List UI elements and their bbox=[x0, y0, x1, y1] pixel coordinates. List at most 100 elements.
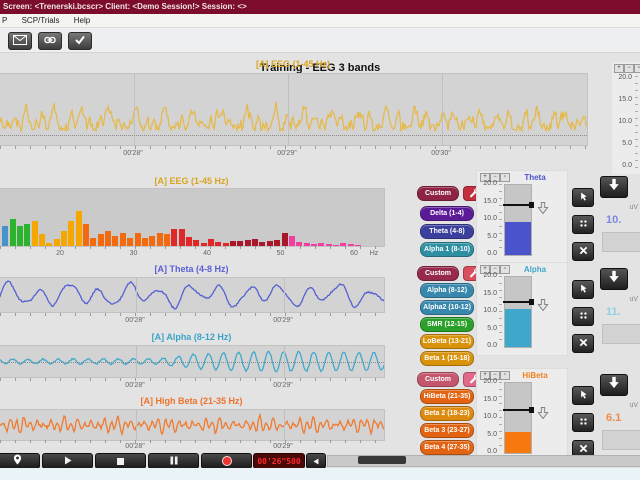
meter-scale-label: 10.0 bbox=[618, 118, 632, 125]
timeline-scrollbar[interactable] bbox=[327, 455, 640, 467]
scale-down-button[interactable]: − bbox=[490, 265, 500, 274]
chart-alpha-title: [A] Alpha (8-12 Hz) bbox=[151, 332, 232, 342]
spectrum-bar bbox=[171, 229, 178, 246]
threshold-handle[interactable] bbox=[529, 298, 534, 305]
link-session-button[interactable] bbox=[38, 32, 62, 50]
scale-up-button[interactable]: + bbox=[480, 173, 490, 182]
threshold-handle[interactable] bbox=[529, 406, 534, 413]
record-button[interactable] bbox=[201, 453, 252, 469]
band-button[interactable]: Beta 1 (15-18) bbox=[420, 351, 474, 366]
threshold-direction-button[interactable] bbox=[600, 176, 628, 198]
scale-down-button[interactable]: − bbox=[624, 64, 634, 73]
band-button[interactable]: LoBeta (13-21) bbox=[420, 334, 474, 349]
auto-threshold-button[interactable] bbox=[572, 215, 594, 234]
spectrum-bar bbox=[266, 241, 273, 246]
band-button[interactable]: Delta (1-4) bbox=[420, 206, 474, 221]
stop-button[interactable] bbox=[95, 453, 146, 469]
scale-up-button[interactable]: + bbox=[480, 265, 490, 274]
scale-up-button[interactable]: + bbox=[480, 371, 490, 380]
eeg-line-waveform bbox=[0, 101, 587, 134]
spectrum-bar bbox=[127, 238, 134, 246]
x-icon bbox=[578, 441, 589, 459]
spectrum-bar bbox=[340, 243, 347, 246]
threshold-line[interactable] bbox=[503, 298, 534, 305]
pause-button[interactable] bbox=[148, 453, 199, 469]
band-value-readout: 10. bbox=[606, 214, 622, 226]
band-button[interactable]: Alpha2 (10-12) bbox=[420, 300, 474, 315]
spectrum-bar bbox=[141, 238, 148, 246]
custom-band-button[interactable]: Custom bbox=[417, 266, 459, 281]
threshold-direction-button[interactable] bbox=[600, 374, 628, 396]
auto-threshold-button[interactable] bbox=[572, 413, 594, 432]
manual-threshold-button[interactable] bbox=[572, 386, 594, 405]
spectrum-bar bbox=[178, 229, 185, 246]
threshold-line[interactable] bbox=[503, 406, 534, 413]
meter-scale-label: 15.0 bbox=[483, 197, 497, 205]
spectrum-bar bbox=[9, 219, 16, 246]
meter-tick-marks bbox=[499, 184, 502, 254]
meter-scale-label: 5.0 bbox=[487, 232, 497, 240]
stop-icon bbox=[117, 457, 124, 465]
scale-auto-button[interactable]: ▫ bbox=[500, 371, 510, 380]
scale-down-button[interactable]: − bbox=[490, 371, 500, 380]
chart-highbeta-title: [A] High Beta (21-35 Hz) bbox=[140, 396, 243, 406]
scale-auto-button[interactable]: ▫ bbox=[634, 64, 640, 73]
meter-fill bbox=[505, 221, 531, 255]
meter-fill bbox=[505, 308, 531, 347]
band-button[interactable]: Beta 4 (27-35) bbox=[420, 440, 474, 455]
threshold-line[interactable] bbox=[503, 201, 534, 208]
band-button[interactable]: Alpha (8-12) bbox=[420, 283, 474, 298]
spectrum-bar bbox=[83, 224, 90, 246]
spectrum-bar bbox=[68, 221, 75, 246]
spectrum-bar bbox=[303, 243, 310, 246]
open-screen-button[interactable] bbox=[8, 32, 32, 50]
manual-threshold-button[interactable] bbox=[572, 188, 594, 207]
wrench-icon bbox=[468, 371, 479, 389]
meter-scale-label: 0.0 bbox=[622, 162, 632, 169]
midline-dotted bbox=[0, 361, 384, 363]
x-tick-label: 00'28" bbox=[125, 382, 145, 389]
band-button[interactable]: Theta (4-8) bbox=[420, 224, 474, 239]
threshold-handle[interactable] bbox=[529, 201, 534, 208]
auto-threshold-button[interactable] bbox=[572, 307, 594, 326]
threshold-meter: + − ▫ Alpha 20.0 15.0 10.0 5.0 0.0 bbox=[476, 262, 568, 356]
spectrum-bar bbox=[355, 245, 361, 246]
menu-item-p[interactable]: P bbox=[2, 16, 8, 25]
menu-item-help[interactable]: Help bbox=[73, 16, 91, 25]
band-button[interactable]: Alpha 1 (8-10) bbox=[420, 242, 474, 257]
threshold-direction-button[interactable] bbox=[600, 268, 628, 290]
manual-threshold-button[interactable] bbox=[572, 280, 594, 299]
down-arrow-icon bbox=[608, 178, 620, 196]
baseline-dotted bbox=[0, 135, 587, 137]
step-back-button[interactable] bbox=[306, 453, 326, 469]
dots-icon bbox=[578, 414, 589, 432]
spectrum-bar bbox=[296, 242, 303, 246]
theta-waveform bbox=[0, 280, 384, 310]
disable-band-button[interactable] bbox=[572, 334, 594, 353]
transport-bar: 00'26"500 bbox=[0, 452, 640, 469]
custom-band-button[interactable]: Custom bbox=[417, 186, 459, 201]
timeline-scrollbar-thumb[interactable] bbox=[358, 456, 406, 464]
session-timer-value: 00'26"500 bbox=[257, 456, 301, 466]
scale-auto-button[interactable]: ▫ bbox=[500, 173, 510, 182]
scale-down-button[interactable]: − bbox=[490, 173, 500, 182]
threshold-meter: + − ▫ HiBeta 20.0 15.0 10.0 5.0 0.0 bbox=[476, 368, 568, 462]
menu-item-scp-trials[interactable]: SCP/Trials bbox=[21, 16, 60, 25]
down-arrow-icon bbox=[608, 270, 620, 288]
scale-auto-button[interactable]: ▫ bbox=[500, 265, 510, 274]
custom-band-button[interactable]: Custom bbox=[417, 372, 459, 387]
meter-fill bbox=[505, 431, 531, 453]
unit-label: uV bbox=[629, 402, 638, 409]
play-button[interactable] bbox=[42, 453, 93, 469]
band-button[interactable]: SMR (12-15) bbox=[420, 317, 474, 332]
confirm-button[interactable] bbox=[68, 32, 92, 50]
marker-button[interactable] bbox=[0, 453, 40, 469]
band-button[interactable]: Beta 3 (23-27) bbox=[420, 423, 474, 438]
scale-up-button[interactable]: + bbox=[614, 64, 624, 73]
spectrum-bar bbox=[16, 226, 23, 246]
band-button[interactable]: HiBeta (21-35) bbox=[420, 389, 474, 404]
x-axis-unit: Hz bbox=[369, 250, 379, 257]
band-button[interactable]: Beta 2 (18-23) bbox=[420, 406, 474, 421]
disable-band-button[interactable] bbox=[572, 242, 594, 261]
grid-line bbox=[284, 278, 285, 312]
